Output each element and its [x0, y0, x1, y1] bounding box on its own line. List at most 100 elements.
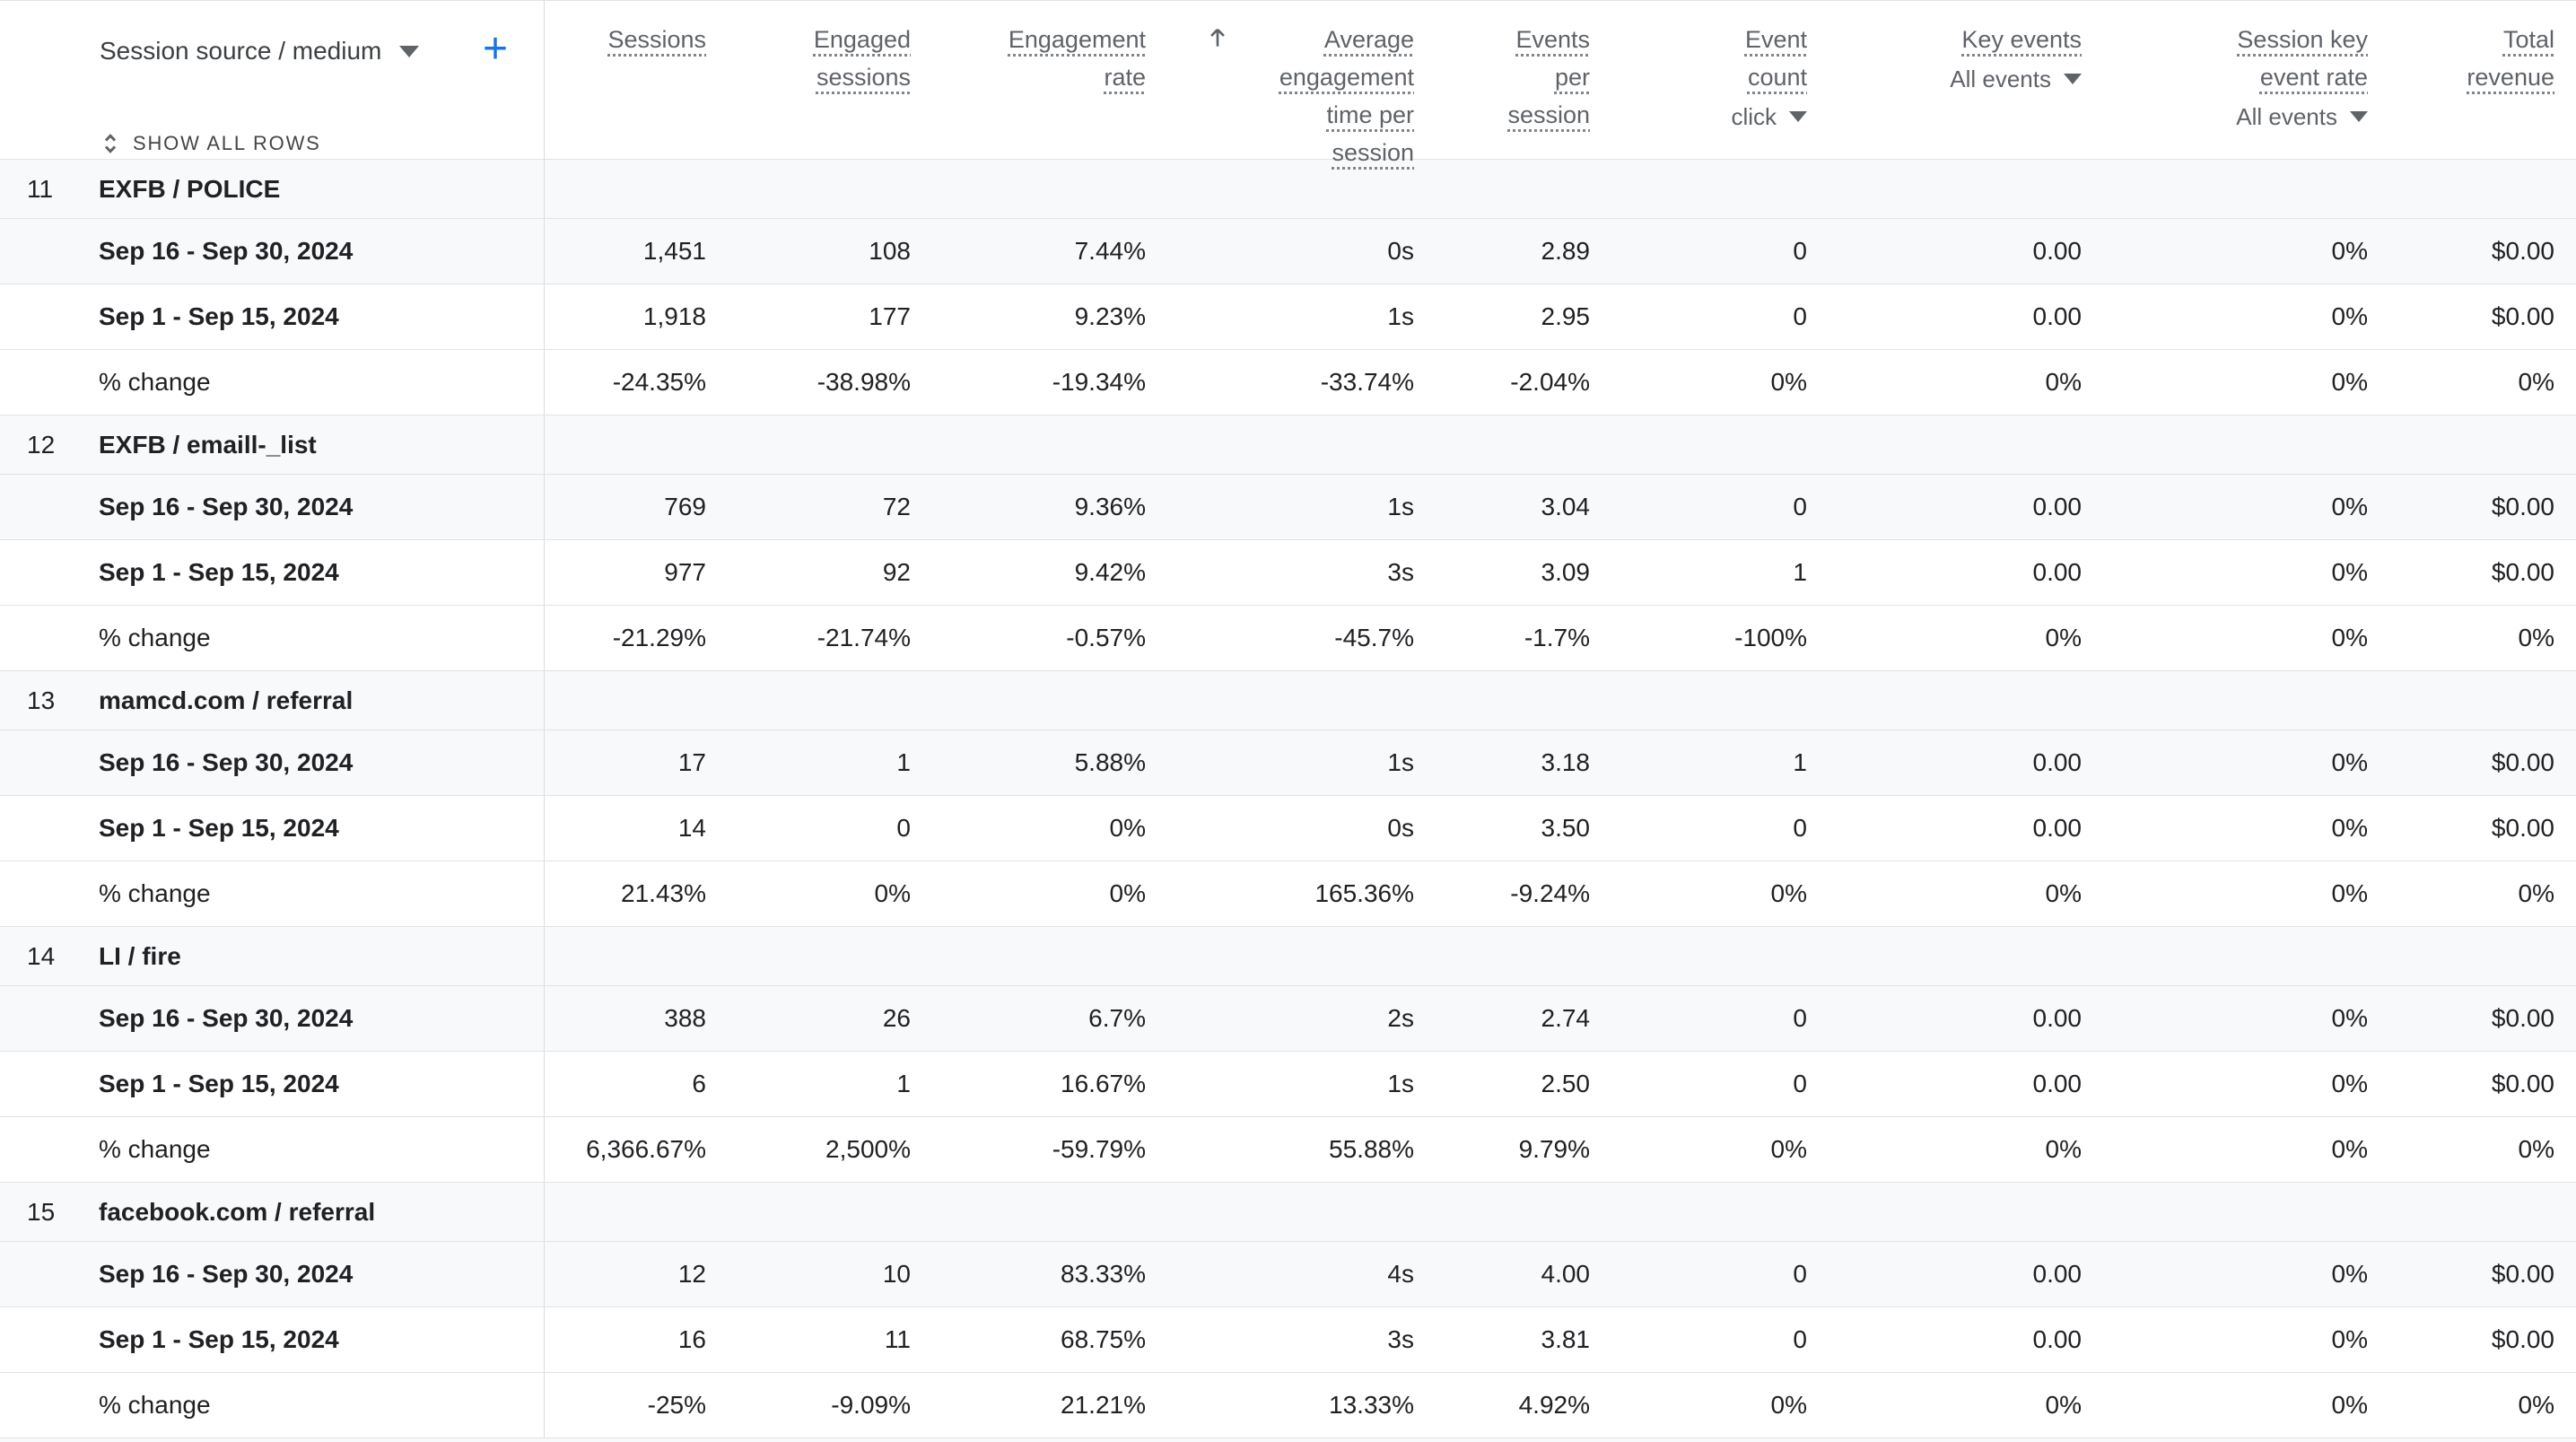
- row-label-cell: Sep 16 - Sep 30, 2024: [0, 1242, 545, 1307]
- metric-cell-empty: [545, 1183, 728, 1241]
- row-label: % change: [99, 1135, 211, 1163]
- chevron-down-icon: [1789, 111, 1807, 122]
- row-label-cell: % change: [0, 350, 545, 415]
- pct-change-row: % change 21.43% 0% 0% 165.36% -9.24% 0% 0% 0% 0%: [0, 861, 2576, 926]
- row-label: % change: [99, 879, 211, 907]
- metric-cell-empty: [2103, 927, 2389, 985]
- metric-cell: 0%: [2331, 624, 2368, 651]
- row-label-cell: Sep 1 - Sep 15, 2024: [0, 796, 545, 861]
- metric-cell: $0.00: [2491, 748, 2554, 776]
- row-label-cell: % change: [0, 861, 545, 926]
- group-header-left-cell: 11 EXFB / POLICE: [0, 160, 545, 218]
- metric-cell: 0%: [1109, 814, 1146, 842]
- metric-cell: 1,451: [642, 237, 706, 265]
- metric-cell-empty: [2389, 671, 2576, 730]
- table-header: Session source / medium + SHOW ALL ROWS …: [0, 1, 2576, 171]
- pct-change-row: % change 6,366.67% 2,500% -59.79% 55.88% 9.79…: [0, 1116, 2576, 1182]
- metric-cell: 0: [1793, 1325, 1807, 1353]
- dimension-selector-dropdown[interactable]: Session source / medium: [100, 37, 420, 66]
- metric-cell-empty: [1167, 927, 1436, 985]
- metric-cell-empty: [1167, 1183, 1436, 1241]
- row-label-cell: Sep 1 - Sep 15, 2024: [0, 1307, 545, 1372]
- metric-cell: 0%: [2045, 368, 2082, 396]
- metric-cell: -2.04%: [1510, 368, 1590, 396]
- dimension-value: mamcd.com / referral: [99, 686, 354, 714]
- date-range-row: Sep 16 - Sep 30, 2024 388 26 6.7% 2s 2.74 0 0.0…: [0, 985, 2576, 1051]
- metric-cell: $0.00: [2491, 1325, 2554, 1353]
- column-header-total-revenue[interactable]: Total revenue: [2467, 26, 2554, 91]
- metric-cell: -33.74%: [1320, 368, 1414, 396]
- metric-cell: 0: [1793, 302, 1807, 330]
- metric-cell: $0.00: [2491, 237, 2554, 265]
- metric-cell: 0%: [2331, 237, 2368, 265]
- column-header-avg-engagement-time[interactable]: Average engagement time per session: [1167, 1, 1436, 171]
- date-range-row: Sep 16 - Sep 30, 2024 17 1 5.88% 1s 3.18 1 0.00…: [0, 730, 2576, 795]
- row-label-cell: Sep 1 - Sep 15, 2024: [0, 284, 545, 349]
- row-label: Sep 16 - Sep 30, 2024: [99, 1260, 354, 1288]
- row-number: 13: [27, 686, 56, 714]
- session-key-event-rate-filter-dropdown[interactable]: All events: [2103, 98, 2368, 135]
- event-count-filter-dropdown[interactable]: click: [1611, 98, 1807, 135]
- column-header-key-events[interactable]: Key events All events: [1829, 1, 2103, 171]
- metric-cell: 177: [869, 302, 911, 330]
- metric-cell-empty: [2103, 415, 2389, 474]
- group-header-row: 13 mamcd.com / referral: [0, 670, 2576, 730]
- key-events-filter-dropdown[interactable]: All events: [1829, 60, 2082, 98]
- metric-cell: 0%: [2518, 1391, 2554, 1419]
- row-label-cell: Sep 1 - Sep 15, 2024: [0, 1052, 545, 1116]
- metric-cell-empty: [545, 671, 728, 730]
- metric-cell: 0%: [2331, 1325, 2368, 1353]
- row-label-cell: % change: [0, 1373, 545, 1438]
- column-header-engagement-rate[interactable]: Engagement rate: [1008, 26, 1146, 91]
- row-label: Sep 1 - Sep 15, 2024: [99, 558, 339, 586]
- row-label: Sep 1 - Sep 15, 2024: [99, 302, 339, 330]
- metric-cell: 0%: [2331, 558, 2368, 586]
- metric-cell: 1: [1793, 748, 1807, 776]
- metric-cell: -9.24%: [1510, 879, 1590, 907]
- metric-cell: 0.00: [2032, 814, 2083, 842]
- metric-cell: 0%: [2331, 1135, 2368, 1163]
- row-label: % change: [99, 368, 211, 396]
- group-header-left-cell: 13 mamcd.com / referral: [0, 671, 545, 730]
- column-header-session-key-event-rate[interactable]: Session key event rate All events: [2103, 1, 2389, 171]
- metric-cell-empty: [932, 415, 1167, 474]
- dimension-value: LI / fire: [99, 941, 181, 970]
- metric-cell: 0%: [2045, 1391, 2082, 1419]
- row-number: 14: [27, 941, 56, 970]
- metric-cell: 7.44%: [1074, 237, 1146, 265]
- metric-cell: 9.36%: [1074, 493, 1146, 520]
- metric-cell: $0.00: [2491, 493, 2554, 520]
- metric-cell: 977: [664, 558, 706, 586]
- metric-cell: -45.7%: [1334, 624, 1414, 651]
- column-header-engaged-sessions[interactable]: Engaged sessions: [813, 26, 911, 91]
- metric-cell: 9.42%: [1074, 558, 1146, 586]
- metric-cell-empty: [2389, 1183, 2576, 1241]
- row-label: Sep 16 - Sep 30, 2024: [99, 1004, 354, 1032]
- metric-cell-empty: [1829, 671, 2103, 730]
- date-range-row: Sep 1 - Sep 15, 2024 1,918 177 9.23% 1s 2.95 0…: [0, 284, 2576, 349]
- show-all-rows-button[interactable]: SHOW ALL ROWS: [97, 130, 321, 157]
- metric-cell: -1.7%: [1524, 624, 1590, 651]
- row-label-cell: Sep 16 - Sep 30, 2024: [0, 986, 545, 1051]
- chevron-down-icon: [2064, 74, 2082, 84]
- metric-cell: 0%: [1770, 368, 1807, 396]
- column-header-sessions[interactable]: Sessions: [607, 26, 706, 53]
- row-label: Sep 16 - Sep 30, 2024: [99, 237, 354, 265]
- metric-cell-empty: [1611, 1183, 1829, 1241]
- unfold-more-icon: [104, 134, 117, 153]
- group-header-left-cell: 14 LI / fire: [0, 927, 545, 985]
- metric-cell: 0s: [1387, 814, 1414, 842]
- column-header-event-count[interactable]: Event count click: [1611, 1, 1829, 171]
- metric-cell: $0.00: [2491, 302, 2554, 330]
- column-header-events-per-session[interactable]: Events per session: [1507, 26, 1590, 128]
- row-number: 12: [27, 430, 56, 459]
- add-dimension-button[interactable]: +: [483, 25, 509, 73]
- group-header-row: 11 EXFB / POLICE: [0, 159, 2576, 218]
- metric-cell: 0%: [2331, 1004, 2368, 1032]
- row-label: % change: [99, 624, 211, 651]
- metric-cell: 9.23%: [1074, 302, 1146, 330]
- metric-cell: 0.00: [2032, 1260, 2083, 1288]
- row-number: 11: [27, 174, 54, 203]
- pct-change-row: % change -25% -9.09% 21.21% 13.33% 4.92% 0% 0% 0…: [0, 1372, 2576, 1438]
- metric-cell: 9.79%: [1518, 1135, 1590, 1163]
